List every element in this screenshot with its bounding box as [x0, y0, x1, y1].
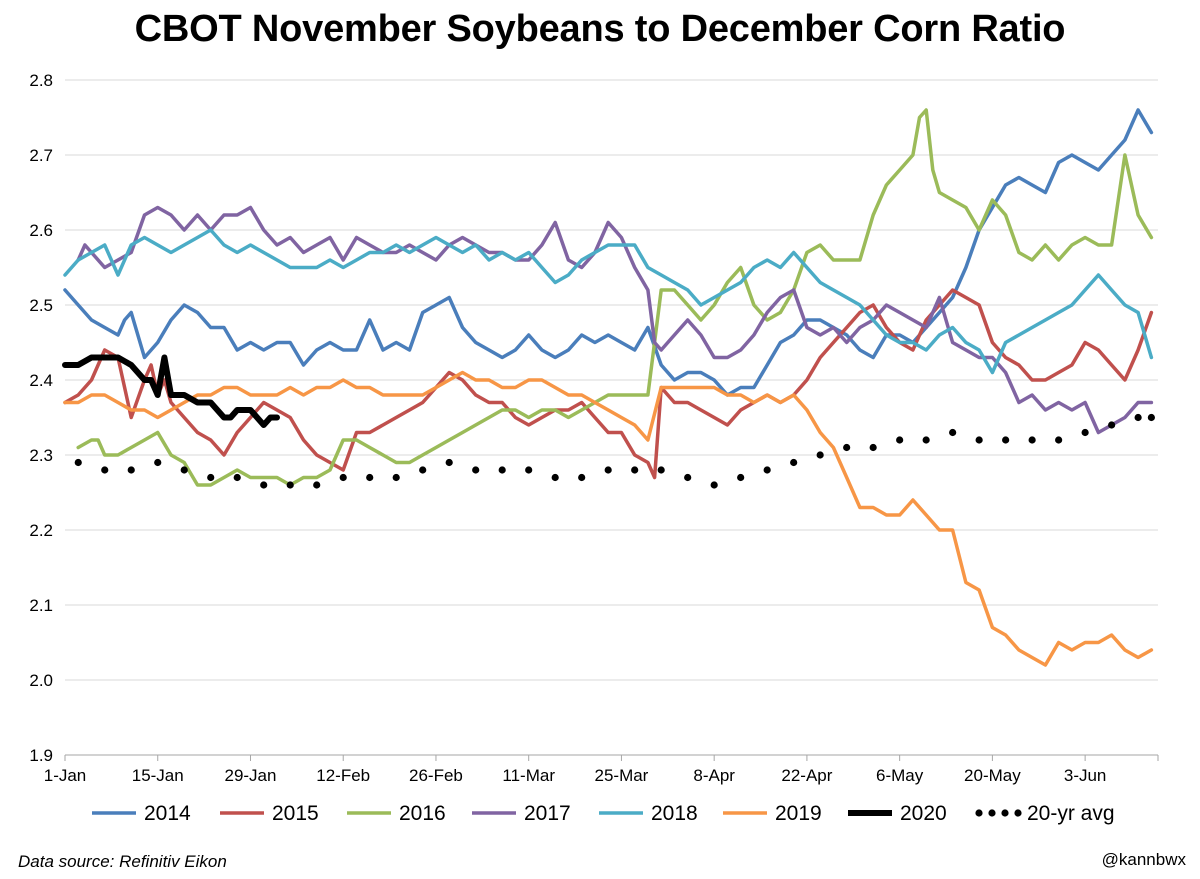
avg-point	[949, 428, 957, 437]
x-tick-label: 8-Apr	[693, 766, 735, 785]
data-source-note: Data source: Refinitiv Eikon	[18, 852, 227, 871]
series-lines	[62, 108, 1155, 667]
avg-point	[1028, 436, 1036, 444]
x-tick-label: 6-May	[876, 766, 924, 785]
avg-point	[737, 473, 745, 482]
avg-point	[1147, 413, 1155, 422]
legend-label-2016: 2016	[399, 802, 446, 825]
legend-marker-20-yr-avg	[988, 809, 996, 817]
y-tick-label: 1.9	[29, 746, 53, 765]
legend-marker-20-yr-avg	[975, 809, 983, 817]
y-tick-label: 2.2	[29, 521, 53, 540]
series-line-2014	[63, 108, 1154, 397]
x-tick-label: 25-Mar	[595, 766, 649, 785]
avg-point	[127, 466, 135, 474]
y-tick-label: 2.3	[29, 446, 53, 465]
avg-point	[763, 466, 771, 474]
series-line-2020	[62, 354, 280, 428]
x-tick-label: 29-Jan	[224, 766, 276, 785]
avg-point	[260, 481, 268, 489]
author-handle: @kannbwx	[1101, 850, 1186, 869]
series-line-2017	[76, 205, 1154, 435]
avg-point	[74, 458, 82, 467]
avg-point	[286, 481, 294, 489]
avg-point	[684, 473, 692, 482]
avg-point	[445, 458, 453, 467]
x-tick-label: 15-Jan	[132, 766, 184, 785]
x-tick-label: 26-Feb	[409, 766, 463, 785]
avg-point	[154, 458, 162, 467]
avg-point	[843, 443, 851, 452]
series-line-2015	[63, 288, 1154, 480]
avg-point	[472, 466, 480, 474]
avg-point	[392, 473, 400, 482]
y-tick-label: 2.1	[29, 596, 53, 615]
y-tick-label: 2.6	[29, 221, 53, 240]
avg-point	[233, 473, 241, 482]
avg-point	[1108, 421, 1116, 429]
legend-label-2014: 2014	[144, 802, 191, 825]
avg-point	[975, 436, 983, 444]
x-tick-label: 11-Mar	[502, 766, 555, 785]
avg-point	[101, 466, 109, 474]
legend-label-2015: 2015	[272, 802, 319, 825]
avg-point	[366, 473, 374, 482]
avg-point	[551, 473, 559, 482]
avg-point	[631, 466, 639, 474]
legend: 2014 2015 2016 2017 2018 2019 2020 20-yr avg	[92, 802, 1115, 825]
avg-point	[419, 466, 427, 474]
series-line-2018	[63, 228, 1154, 375]
avg-point	[339, 473, 347, 482]
avg-point	[1055, 436, 1063, 444]
x-tick-label: 3-Jun	[1064, 766, 1107, 785]
avg-point	[498, 466, 506, 474]
avg-point	[710, 481, 718, 489]
y-axis-ticks: 1.9 2.0 2.1 2.2 2.3 2.4 2.5 2.6 2.7 2.8	[29, 71, 53, 765]
avg-point	[896, 436, 904, 444]
avg-point	[604, 466, 612, 474]
avg-point	[578, 473, 586, 482]
y-tick-label: 2.7	[29, 146, 53, 165]
x-tick-label: 1-Jan	[44, 766, 87, 785]
avg-point	[790, 458, 798, 467]
avg-point	[1134, 413, 1142, 422]
legend-label-2017: 2017	[524, 802, 571, 825]
y-tick-label: 2.0	[29, 671, 53, 690]
avg-point	[816, 451, 824, 459]
series-line-2019	[63, 370, 1154, 667]
avg-point	[869, 443, 877, 452]
avg-point	[922, 436, 930, 444]
avg-point	[1002, 436, 1010, 444]
legend-marker-20-yr-avg	[1001, 809, 1009, 817]
y-tick-label: 2.8	[29, 71, 53, 90]
avg-point	[1081, 428, 1089, 437]
legend-label-2018: 2018	[651, 802, 698, 825]
legend-label-2020: 2020	[900, 802, 947, 825]
legend-label-2019: 2019	[775, 802, 822, 825]
y-tick-label: 2.5	[29, 296, 53, 315]
legend-marker-20-yr-avg	[1014, 809, 1022, 817]
x-tick-label: 12-Feb	[316, 766, 370, 785]
series-line-2016	[76, 108, 1154, 487]
y-tick-label: 2.4	[29, 371, 53, 390]
x-tick-label: 22-Apr	[781, 766, 832, 785]
avg-point	[180, 466, 188, 474]
avg-point	[207, 473, 215, 482]
avg-point	[313, 481, 321, 489]
chart-title: CBOT November Soybeans to December Corn …	[134, 8, 1066, 50]
legend-label-20-yr-avg: 20-yr avg	[1027, 802, 1115, 825]
x-axis-ticks: 1-Jan 15-Jan 29-Jan 12-Feb 26-Feb 11-Mar 25-Ma…	[44, 755, 1159, 785]
x-tick-label: 20-May	[964, 766, 1021, 785]
avg-point	[657, 466, 665, 474]
avg-point	[525, 466, 533, 474]
